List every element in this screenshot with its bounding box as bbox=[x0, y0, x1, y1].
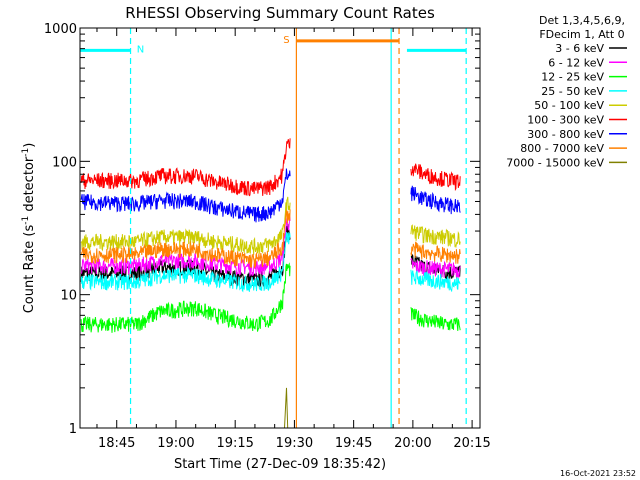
y-label-part2: detector bbox=[22, 156, 37, 216]
chart-title: RHESSI Observing Summary Count Rates bbox=[125, 4, 435, 22]
series-trace bbox=[410, 307, 461, 331]
legend-label: 12 - 25 keV bbox=[541, 71, 604, 84]
y-axis-label: Count Rate (s-1 detector-1) bbox=[21, 143, 37, 314]
x-tick-label: 19:15 bbox=[216, 436, 253, 451]
generated-date: 16-Oct-2021 23:52 bbox=[560, 469, 636, 478]
x-tick-label: 19:45 bbox=[335, 436, 372, 451]
y-tick-label: 1000 bbox=[44, 22, 77, 37]
x-tick-label: 18:45 bbox=[98, 436, 135, 451]
series-trace bbox=[80, 196, 291, 255]
x-tick-label: 19:30 bbox=[276, 436, 313, 451]
plot-frame bbox=[79, 27, 481, 429]
traces-layer bbox=[80, 138, 461, 429]
legend-label: 6 - 12 keV bbox=[548, 56, 604, 69]
series-trace bbox=[80, 262, 291, 333]
legend-header-line1: Det 1,3,4,5,6,9, bbox=[539, 14, 625, 27]
legend-label: 100 - 300 keV bbox=[527, 114, 604, 127]
series-trace bbox=[410, 185, 461, 215]
series-trace bbox=[80, 209, 291, 269]
flag-label: S bbox=[283, 35, 289, 46]
legend-label: 800 - 7000 keV bbox=[520, 142, 604, 155]
x-tick-label: 20:15 bbox=[453, 436, 490, 451]
series-trace bbox=[410, 224, 461, 249]
y-label-part3: ) bbox=[22, 143, 37, 148]
y-label-part1: Count Rate (s bbox=[22, 225, 37, 314]
y-label-sup2: -1 bbox=[21, 148, 31, 157]
legend-label: 300 - 800 keV bbox=[527, 128, 604, 141]
y-tick-label: 100 bbox=[52, 155, 77, 170]
legend-label: 7000 - 15000 keV bbox=[506, 156, 604, 169]
series-trace bbox=[284, 387, 289, 429]
series-trace bbox=[80, 232, 291, 293]
x-axis-label: Start Time (27-Dec-09 18:35:42) bbox=[174, 457, 386, 472]
axes-layer: 18:45 19:00 19:15 19:30 19:45 20:00 20:15 1 10 10… bbox=[44, 22, 491, 451]
flag-label: N bbox=[137, 44, 144, 55]
legend-header-line2: FDecim 1, Att 0 bbox=[539, 28, 624, 41]
markers-layer bbox=[129, 28, 467, 428]
flags-layer: NS bbox=[80, 35, 467, 55]
legend-label: 3 - 6 keV bbox=[555, 42, 604, 55]
series-trace bbox=[80, 168, 291, 223]
series-trace bbox=[80, 138, 291, 197]
series-trace bbox=[410, 241, 461, 264]
legend-label: 50 - 100 keV bbox=[534, 99, 604, 112]
y-tick-label: 10 bbox=[60, 289, 77, 304]
x-tick-label: 20:00 bbox=[394, 436, 431, 451]
legend-label: 25 - 50 keV bbox=[541, 85, 604, 98]
series-trace bbox=[410, 163, 461, 192]
series-trace bbox=[410, 269, 461, 292]
y-label-sup1: -1 bbox=[21, 216, 31, 225]
series-trace bbox=[410, 257, 461, 279]
y-tick-label: 1 bbox=[69, 422, 77, 437]
x-tick-label: 19:00 bbox=[157, 436, 194, 451]
